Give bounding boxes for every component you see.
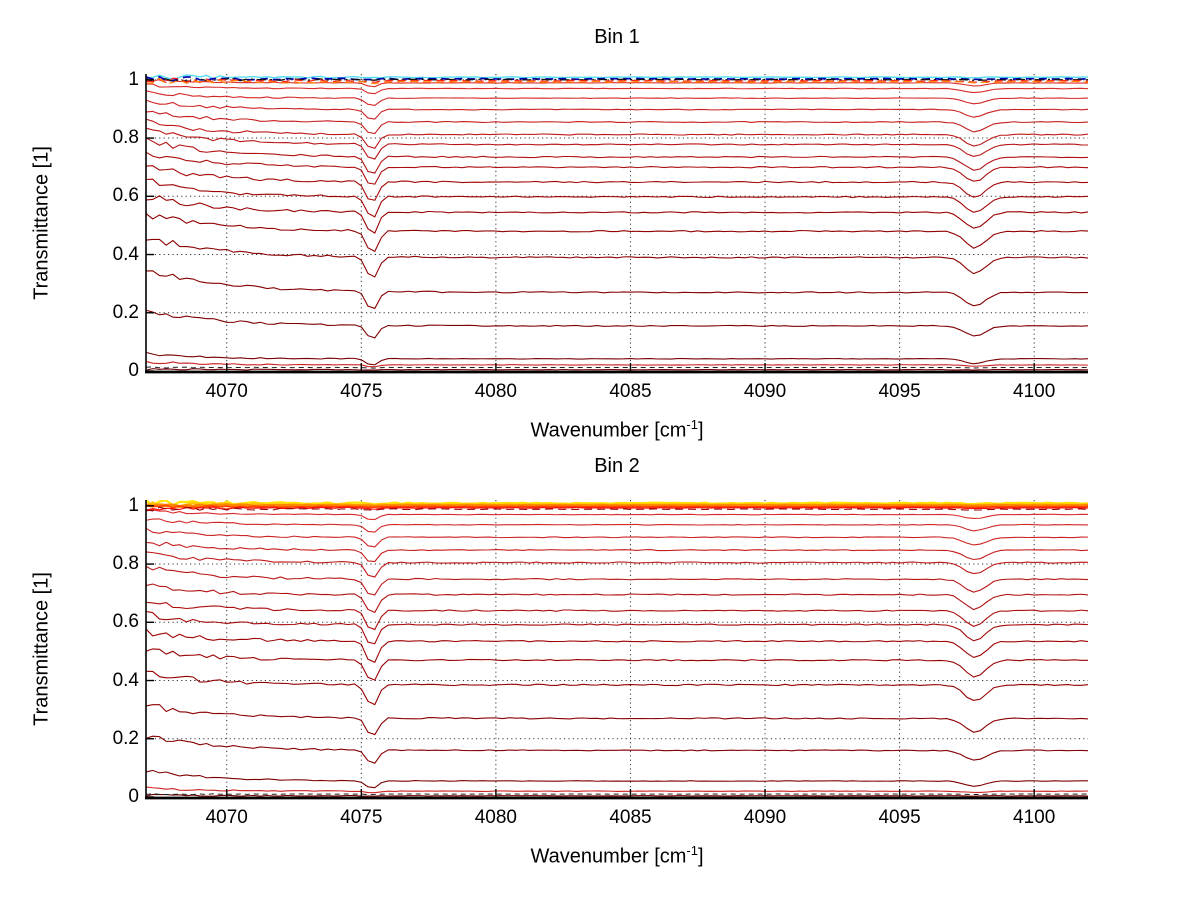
transmittance-curve-18 bbox=[146, 360, 1088, 368]
transmittance-curve-7 bbox=[146, 127, 1088, 160]
band-line-red-solid bbox=[146, 506, 1088, 511]
plot-title-bin-2: Bin 2 bbox=[594, 455, 640, 477]
transmittance-curve-13 bbox=[146, 704, 1088, 736]
transmittance-curve-8 bbox=[146, 137, 1088, 174]
band-line-orangered-solid bbox=[146, 504, 1088, 509]
x-tick-label: 4085 bbox=[609, 381, 652, 402]
transmittance-curve-17 bbox=[146, 793, 1088, 797]
grid-lines bbox=[146, 500, 1088, 797]
band-line-red-dashed bbox=[146, 77, 1088, 84]
x-tick-label: 4100 bbox=[1013, 381, 1056, 402]
band-line-navy-dashed bbox=[146, 75, 1088, 82]
band-line-orange-dashed bbox=[146, 77, 1088, 85]
band-line-black-dashdot bbox=[146, 77, 1088, 83]
plot-title-bin-1: Bin 1 bbox=[594, 26, 640, 48]
y-tick-label: 0.2 bbox=[112, 727, 139, 749]
x-label-superscript: -1 bbox=[686, 417, 698, 432]
transmittance-curve-3 bbox=[146, 527, 1088, 548]
transmittance-curve-1 bbox=[146, 509, 1088, 521]
x-tick-label: 4085 bbox=[609, 807, 652, 828]
x-label-base: Wavenumber [cm bbox=[530, 419, 687, 442]
transmittance-curve-10 bbox=[146, 165, 1088, 201]
transmittance-curve-16 bbox=[146, 309, 1088, 339]
y-tick-label: 0.8 bbox=[112, 553, 139, 575]
transmittance-curve-6 bbox=[146, 565, 1088, 596]
transmittance-curve-6 bbox=[146, 118, 1088, 149]
x-label-close: ] bbox=[697, 845, 704, 868]
x-tick-label: 4075 bbox=[340, 807, 383, 828]
axes bbox=[145, 74, 1088, 374]
transmittance-curve-13 bbox=[146, 213, 1088, 253]
y-tick-label: 0 bbox=[128, 786, 139, 807]
y-tick-label: 0.6 bbox=[112, 611, 139, 633]
transmittance-curve-9 bbox=[146, 151, 1088, 185]
y-tick-label: 0.6 bbox=[112, 185, 139, 207]
x-axis-label-bin-2: Wavenumber [cm-1] bbox=[146, 843, 1088, 869]
floor-dashed-line bbox=[146, 366, 1088, 369]
transmittance-curve-3 bbox=[146, 90, 1088, 107]
transmittance-curve-11 bbox=[146, 648, 1088, 681]
x-label-superscript: -1 bbox=[686, 843, 698, 858]
x-label-close: ] bbox=[697, 419, 704, 442]
x-tick-label: 4070 bbox=[205, 807, 248, 828]
y-tick-label: 0.2 bbox=[112, 301, 139, 323]
x-tick-label: 4095 bbox=[878, 807, 921, 828]
floor-dashed-line bbox=[146, 793, 1088, 796]
plot-area-1 bbox=[146, 74, 1088, 371]
band-line-darkred-dashed bbox=[146, 506, 1088, 512]
transmittance-curve-12 bbox=[146, 670, 1088, 706]
y-tick-label: 0.8 bbox=[112, 127, 139, 149]
y-axis-label-bin-2: Transmittance [1] bbox=[30, 572, 53, 726]
x-tick-label: 4090 bbox=[743, 807, 787, 828]
transmittance-curve-5 bbox=[146, 110, 1088, 135]
x-axis-label-bin-1: Wavenumber [cm-1] bbox=[146, 417, 1088, 443]
transmittance-curve-4 bbox=[146, 99, 1088, 120]
plot-area-2 bbox=[146, 500, 1088, 797]
transmittance-curve-2 bbox=[146, 518, 1088, 533]
y-tick-label: 1 bbox=[128, 494, 139, 516]
transmittance-curve-15 bbox=[146, 270, 1088, 310]
y-tick-label: 0 bbox=[128, 360, 139, 381]
transmittance-curve-8 bbox=[146, 601, 1088, 631]
transmittance-curve-10 bbox=[146, 628, 1088, 663]
transmittance-curve-16 bbox=[146, 786, 1088, 794]
x-tick-label: 4080 bbox=[474, 381, 518, 402]
transmittance-curve-1 bbox=[146, 78, 1088, 88]
transmittance-curve-7 bbox=[146, 583, 1088, 614]
y-tick-label: 0.4 bbox=[112, 243, 139, 265]
transmittance-curve-14 bbox=[146, 735, 1088, 764]
x-tick-label: 4090 bbox=[743, 381, 787, 402]
x-tick-label: 4080 bbox=[474, 807, 518, 828]
transmittance-curve-19 bbox=[146, 368, 1088, 371]
x-tick-label: 4070 bbox=[205, 381, 248, 402]
axes bbox=[145, 500, 1088, 800]
transmittance-curve-17 bbox=[146, 351, 1088, 366]
transmittance-curve-14 bbox=[146, 238, 1088, 278]
x-label-base: Wavenumber [cm bbox=[530, 845, 687, 868]
y-axis-label-bin-1: Transmittance [1] bbox=[30, 146, 53, 300]
y-tick-label: 0.4 bbox=[112, 669, 139, 691]
band-line-cyan-solid bbox=[146, 74, 1088, 80]
transmittance-curve-4 bbox=[146, 541, 1088, 563]
transmittance-curve-9 bbox=[146, 610, 1088, 645]
transmittance-curve-12 bbox=[146, 195, 1088, 234]
x-tick-label: 4095 bbox=[878, 381, 921, 402]
transmittance-curve-11 bbox=[146, 178, 1088, 218]
x-tick-label: 4100 bbox=[1013, 807, 1056, 828]
y-tick-label: 1 bbox=[128, 68, 139, 90]
transmittance-curve-15 bbox=[146, 769, 1088, 789]
transmittance-curve-5 bbox=[146, 551, 1088, 578]
transmittance-curve-2 bbox=[146, 83, 1088, 95]
x-tick-label: 4075 bbox=[340, 381, 383, 402]
